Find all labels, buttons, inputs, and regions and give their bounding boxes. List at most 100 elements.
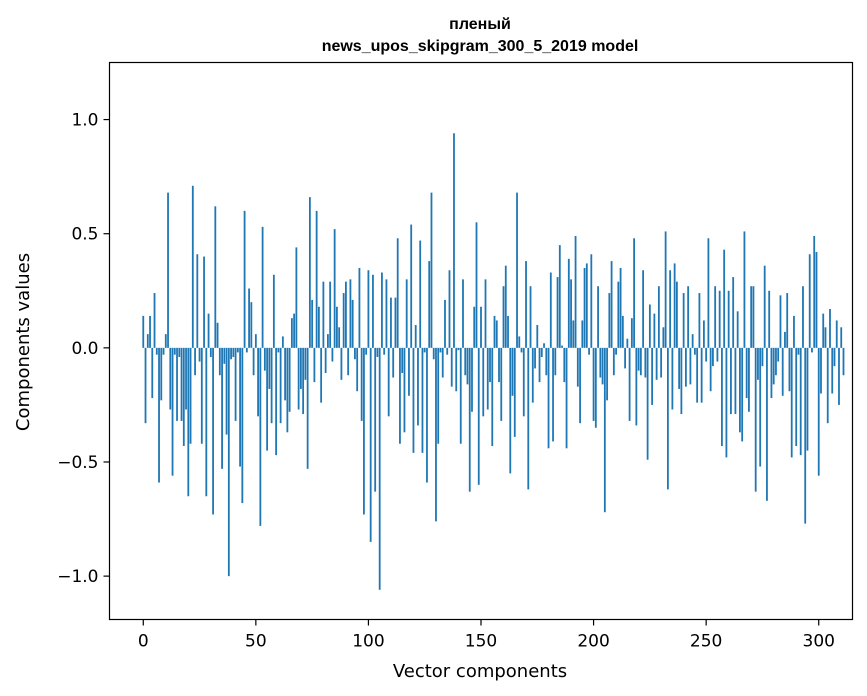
x-tick-label: 250: [690, 632, 722, 652]
bar-component-167: [518, 336, 521, 348]
bar-component-64: [286, 347, 289, 433]
bar-component-258: [723, 249, 726, 348]
bar-component-233: [666, 347, 669, 490]
bar-component-255: [716, 347, 719, 362]
bar-component-185: [558, 245, 561, 348]
bar-component-281: [775, 347, 777, 376]
bar-component-145: [468, 347, 471, 492]
bar-component-288: [790, 347, 793, 458]
bar-component-232: [664, 231, 667, 348]
y-tick-label: 0.5: [71, 225, 98, 245]
bar-component-66: [290, 318, 293, 348]
bar-component-31: [212, 347, 214, 515]
bar-component-138: [453, 133, 455, 348]
bar-component-259: [725, 347, 728, 458]
bar-component-26: [200, 347, 203, 444]
y-axis-ticks: −1.0 −0.5 0.0 0.5 1.0: [57, 111, 110, 587]
bar-component-287: [788, 347, 791, 392]
bar-component-186: [561, 345, 563, 348]
bar-component-90: [345, 281, 347, 348]
bar-component-53: [261, 226, 264, 348]
bar-component-241: [684, 347, 687, 387]
y-axis-label: Components values: [13, 253, 34, 431]
bar-component-103: [374, 347, 377, 492]
bar-component-88: [340, 347, 343, 380]
bar-component-181: [549, 272, 552, 348]
bar-component-295: [806, 347, 809, 451]
bar-component-286: [786, 293, 789, 348]
bar-component-210: [615, 347, 617, 355]
bar-component-207: [608, 293, 611, 348]
bar-component-136: [448, 270, 451, 348]
bar-component-83: [329, 281, 332, 348]
bar-component-306: [831, 347, 834, 394]
bar-component-22: [191, 185, 194, 348]
bar-component-234: [669, 270, 672, 348]
chart-title-line-2: news_upos_skipgram_300_5_2019 model: [322, 38, 639, 55]
bar-component-70: [299, 347, 302, 389]
bar-component-237: [675, 281, 678, 348]
bar-component-173: [531, 347, 534, 403]
bar-component-242: [687, 286, 690, 348]
bar-component-296: [808, 254, 811, 348]
bar-component-29: [207, 313, 210, 348]
bar-component-152: [484, 279, 487, 348]
bar-component-299: [815, 251, 818, 348]
bar-component-116: [403, 347, 406, 433]
bar-component-243: [689, 347, 692, 385]
bar-component-149: [477, 347, 480, 485]
bar-component-198: [588, 347, 590, 355]
bar-component-298: [813, 235, 816, 348]
bar-component-270: [750, 286, 753, 348]
bar-component-55: [266, 347, 269, 451]
bar-component-102: [372, 274, 374, 348]
bar-component-193: [576, 347, 579, 387]
bar-component-280: [772, 347, 775, 385]
bar-component-18: [182, 347, 185, 447]
bar-component-19: [185, 347, 187, 410]
bar-component-203: [599, 347, 602, 378]
bar-component-213: [621, 315, 624, 348]
bar-component-16: [178, 347, 181, 357]
bar-component-122: [417, 347, 419, 426]
bar-component-161: [504, 265, 507, 348]
bar-component-93: [351, 299, 354, 348]
bar-component-154: [489, 347, 491, 383]
bar-component-268: [745, 347, 748, 399]
bar-component-38: [227, 347, 230, 577]
bar-component-235: [671, 347, 674, 410]
x-tick-label: 300: [803, 632, 835, 652]
bar-component-219: [635, 347, 638, 426]
bar-component-283: [779, 295, 782, 348]
bar-component-202: [597, 286, 599, 348]
bar-component-41: [234, 347, 237, 421]
bar-component-65: [288, 347, 291, 412]
bar-component-300: [817, 347, 820, 476]
bar-component-153: [486, 347, 489, 410]
bar-component-311: [842, 347, 845, 376]
bar-component-6: [155, 347, 158, 355]
bar-component-144: [466, 347, 469, 385]
bar-component-32: [214, 206, 217, 348]
bar-component-264: [736, 311, 739, 348]
bar-component-214: [624, 347, 626, 369]
bar-component-267: [743, 231, 746, 348]
bar-component-251: [707, 238, 710, 348]
bar-component-27: [203, 256, 205, 348]
bar-component-139: [455, 347, 458, 392]
bar-component-244: [691, 334, 694, 348]
bar-component-250: [705, 347, 708, 362]
bar-component-212: [619, 267, 622, 348]
bar-component-301: [820, 347, 822, 394]
bar-component-282: [777, 347, 780, 362]
bar-component-227: [653, 313, 656, 348]
bar-component-224: [646, 347, 649, 460]
bar-component-274: [759, 347, 762, 467]
bar-component-169: [522, 347, 525, 417]
bar-component-229: [657, 286, 660, 348]
y-tick-label: 1.0: [71, 111, 98, 131]
bar-component-118: [408, 347, 410, 396]
x-tick-label: 0: [138, 632, 149, 652]
bar-component-239: [680, 347, 683, 415]
